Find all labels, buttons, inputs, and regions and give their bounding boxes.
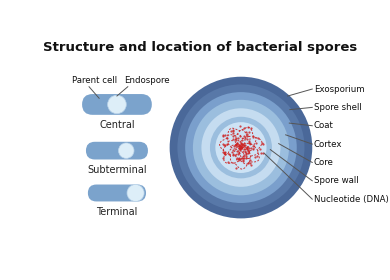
Circle shape — [215, 122, 266, 173]
Text: Subterminal: Subterminal — [87, 165, 147, 175]
FancyBboxPatch shape — [88, 185, 146, 201]
Circle shape — [193, 100, 289, 195]
Circle shape — [127, 185, 144, 201]
Circle shape — [108, 95, 126, 114]
Text: Spore wall: Spore wall — [314, 176, 358, 185]
Circle shape — [119, 143, 134, 158]
Text: Core: Core — [314, 158, 334, 167]
Circle shape — [210, 117, 272, 178]
Text: Endospore: Endospore — [124, 76, 170, 85]
FancyBboxPatch shape — [82, 94, 152, 115]
Text: Coat: Coat — [314, 121, 334, 130]
Text: Cortex: Cortex — [314, 140, 342, 149]
Text: Exosporium: Exosporium — [314, 85, 364, 94]
Text: Terminal: Terminal — [96, 207, 138, 217]
Circle shape — [177, 84, 305, 211]
FancyBboxPatch shape — [86, 142, 148, 160]
Text: Parent cell: Parent cell — [72, 76, 117, 85]
Text: Central: Central — [99, 120, 135, 130]
Circle shape — [170, 77, 312, 218]
Text: Nucleotide (DNA): Nucleotide (DNA) — [314, 195, 388, 204]
Circle shape — [185, 92, 297, 203]
Text: Structure and location of bacterial spores: Structure and location of bacterial spor… — [43, 41, 357, 54]
Circle shape — [201, 108, 280, 187]
Text: Spore shell: Spore shell — [314, 103, 362, 112]
